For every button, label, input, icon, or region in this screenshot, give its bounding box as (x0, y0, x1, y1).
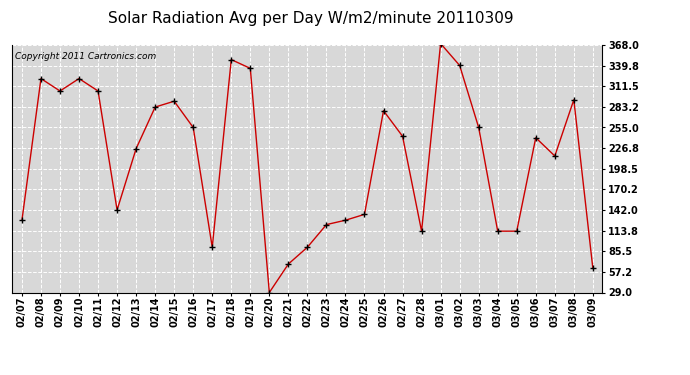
Text: Solar Radiation Avg per Day W/m2/minute 20110309: Solar Radiation Avg per Day W/m2/minute … (108, 11, 513, 26)
Text: Copyright 2011 Cartronics.com: Copyright 2011 Cartronics.com (15, 53, 157, 62)
